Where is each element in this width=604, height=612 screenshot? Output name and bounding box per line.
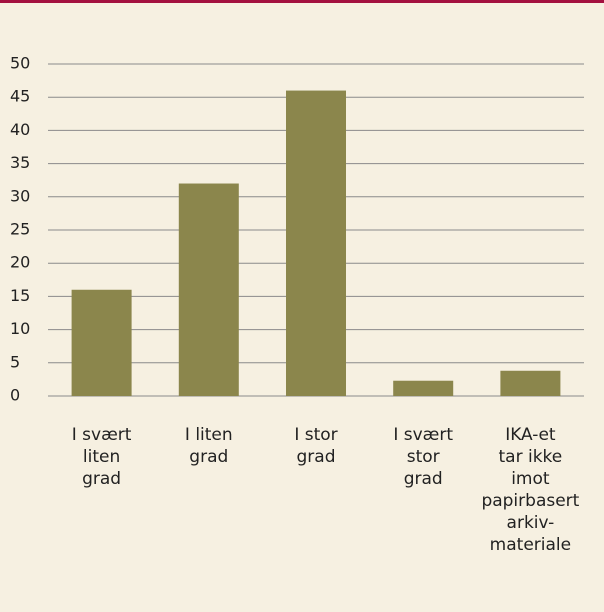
x-tick-label: I liten grad — [184, 425, 233, 467]
y-tick-label: 15 — [10, 286, 30, 305]
y-tick-label: 40 — [10, 120, 30, 139]
bar — [393, 380, 454, 396]
x-tick-label: I stor grad — [294, 425, 338, 467]
x-tick-label: IKA-et tar ikke imot papirbasert arkiv- … — [481, 425, 580, 555]
y-tick-label: 30 — [10, 186, 30, 205]
bar — [71, 289, 132, 396]
y-tick-label: 35 — [10, 153, 30, 172]
y-tick-label: 0 — [10, 386, 20, 405]
bar — [500, 370, 561, 396]
bar — [286, 90, 346, 396]
x-tick-label: I svært liten grad — [71, 425, 132, 489]
y-tick-label: 45 — [10, 87, 30, 106]
y-tick-label: 50 — [10, 54, 30, 73]
chart: 0 5 10 15 20 25 30 35 40 45 50 — [10, 54, 584, 405]
bar — [178, 183, 239, 396]
y-tick-label: 5 — [10, 352, 20, 371]
y-tick-label: 10 — [10, 319, 30, 338]
y-tick-label: 20 — [10, 253, 30, 272]
y-tick-label: 25 — [10, 220, 30, 239]
x-tick-label: I svært stor grad — [393, 425, 454, 489]
